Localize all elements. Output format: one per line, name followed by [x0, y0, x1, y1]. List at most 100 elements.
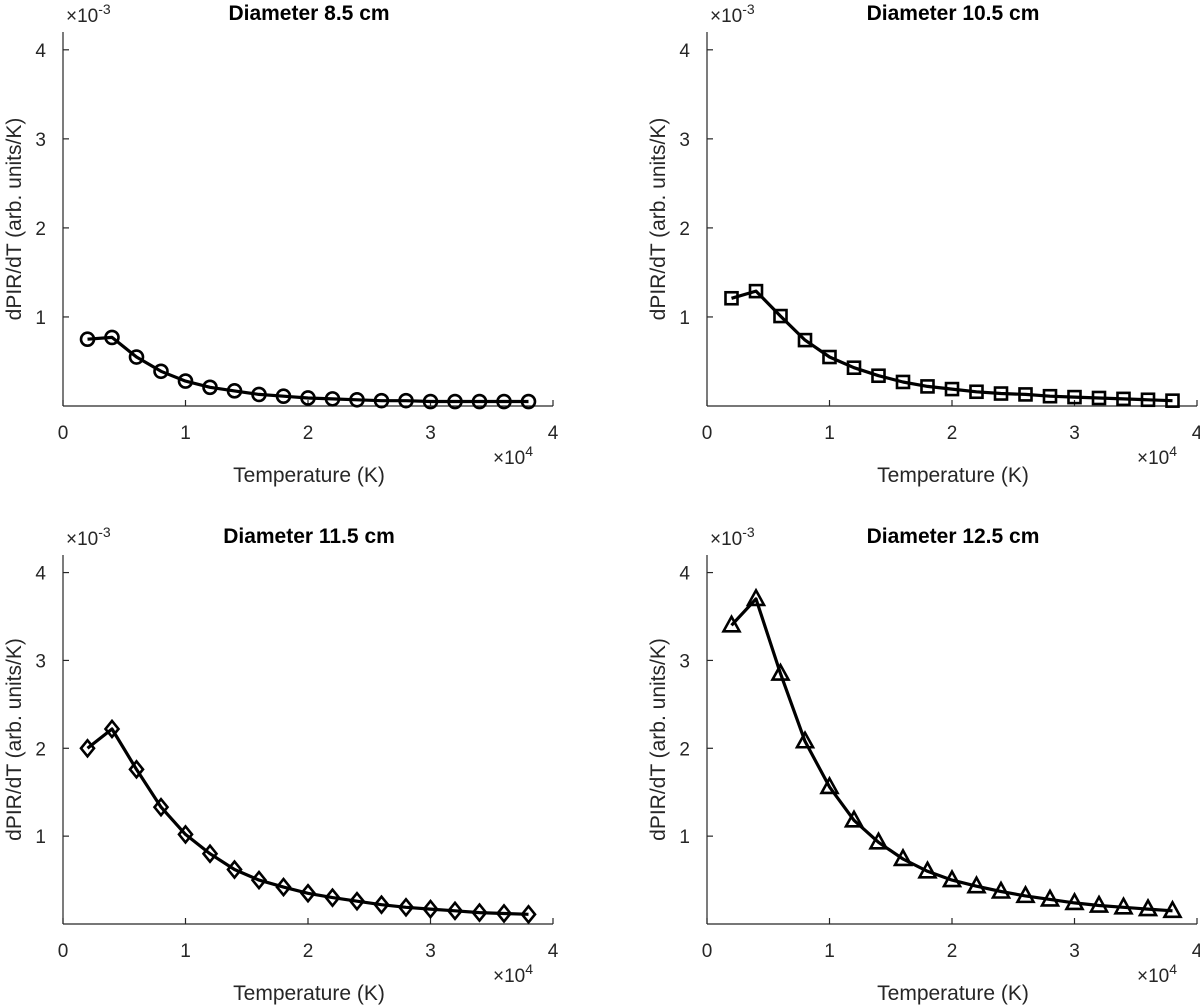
- data-point-diamond: [79, 738, 96, 759]
- data-point-diamond: [397, 897, 415, 918]
- y-tick-label: 4: [35, 564, 46, 585]
- x-tick-label: 3: [1069, 941, 1080, 962]
- y-tick-label: 4: [679, 41, 690, 62]
- data-point-square: [822, 349, 837, 365]
- x-tick-label: 0: [702, 941, 713, 962]
- x-multiplier-exponent: 4: [525, 961, 533, 977]
- y-axis-multiplier: ×10-3: [66, 524, 111, 550]
- x-multiplier-base: ×10: [493, 966, 525, 987]
- x-tick-label: 2: [947, 423, 958, 444]
- data-point-circle: [520, 393, 537, 410]
- data-point-square: [1018, 387, 1033, 402]
- x-tick-label: 0: [58, 941, 69, 962]
- data-point-diamond: [152, 797, 170, 818]
- y-tick-label: 4: [35, 41, 46, 62]
- x-tick-label: 4: [1192, 941, 1200, 962]
- x-tick-label: 4: [1192, 423, 1200, 444]
- series-line: [87, 335, 529, 404]
- x-multiplier-exponent: 4: [1169, 443, 1177, 459]
- data-point-diamond: [128, 759, 145, 780]
- y-axis-multiplier: ×10-3: [710, 1, 755, 27]
- y-multiplier-base: ×10: [66, 6, 98, 27]
- y-tick-label: 3: [35, 651, 46, 672]
- y-multiplier-base: ×10: [710, 6, 742, 27]
- data-point-square: [969, 384, 984, 400]
- x-tick-label: 1: [824, 423, 835, 444]
- x-axis-multiplier: ×104: [493, 443, 533, 469]
- data-point-circle: [496, 393, 512, 410]
- data-point-circle: [300, 390, 316, 406]
- data-point-circle: [471, 393, 488, 410]
- x-tick-label: 1: [180, 423, 191, 444]
- data-point-diamond: [201, 843, 219, 864]
- x-tick-label: 0: [58, 423, 69, 444]
- chart-title: Diameter 12.5 cm: [867, 525, 1040, 548]
- data-point-triangle: [1113, 896, 1134, 915]
- y-axis-label: dPIR/dT (arb. units/K): [3, 118, 26, 321]
- y-multiplier-exponent: -3: [98, 524, 111, 540]
- data-point-square: [797, 332, 813, 348]
- data-point-triangle: [1162, 899, 1183, 919]
- data-point-circle: [349, 391, 365, 408]
- data-point-diamond: [103, 718, 121, 740]
- data-point-circle: [104, 329, 120, 346]
- y-tick-label: 1: [35, 308, 46, 329]
- data-point-circle: [153, 363, 169, 380]
- x-axis-label: Temperature (K): [233, 982, 385, 1005]
- x-multiplier-exponent: 4: [525, 443, 533, 459]
- data-point-square: [773, 308, 788, 324]
- data-point-circle: [398, 392, 414, 409]
- data-point-square: [748, 283, 764, 299]
- series-line: [86, 727, 529, 916]
- data-point-triangle: [1064, 891, 1085, 911]
- x-tick-label: 4: [548, 423, 559, 444]
- data-point-diamond: [373, 894, 390, 915]
- x-multiplier-base: ×10: [1137, 966, 1169, 987]
- x-tick-label: 1: [824, 941, 835, 962]
- y-tick-label: 2: [35, 219, 46, 240]
- x-tick-label: 4: [548, 941, 559, 962]
- data-point-circle: [202, 379, 218, 396]
- data-point-diamond: [299, 883, 317, 904]
- y-tick-label: 1: [35, 827, 46, 848]
- data-point-triangle: [892, 847, 914, 867]
- y-multiplier-exponent: -3: [742, 1, 755, 17]
- data-point-triangle: [721, 614, 742, 633]
- y-multiplier-exponent: -3: [98, 1, 111, 17]
- data-point-triangle: [966, 875, 987, 894]
- data-point-diamond: [275, 877, 292, 898]
- y-tick-label: 1: [679, 827, 690, 848]
- data-point-circle: [128, 349, 145, 365]
- data-point-triangle: [941, 868, 963, 888]
- data-point-circle: [422, 393, 439, 410]
- y-tick-label: 3: [679, 130, 690, 151]
- data-point-square: [920, 379, 935, 394]
- data-point-square: [1165, 393, 1180, 408]
- data-point-triangle: [770, 662, 791, 681]
- y-tick-label: 2: [679, 739, 690, 760]
- x-axis-label: Temperature (K): [877, 982, 1029, 1005]
- y-multiplier-base: ×10: [66, 529, 98, 550]
- data-point-triangle: [794, 730, 816, 749]
- data-point-diamond: [520, 904, 537, 925]
- data-point-triangle: [1039, 888, 1061, 907]
- y-tick-label: 3: [35, 130, 46, 151]
- y-axis-label: dPIR/dT (arb. units/K): [647, 118, 670, 321]
- data-point-triangle: [1088, 894, 1110, 913]
- x-axis-label: Temperature (K): [233, 464, 385, 487]
- data-point-circle: [324, 391, 341, 407]
- x-multiplier-base: ×10: [493, 448, 525, 469]
- data-point-square: [944, 381, 960, 397]
- y-axis-label: dPIR/dT (arb. units/K): [647, 638, 670, 841]
- x-axis-multiplier: ×104: [1137, 961, 1177, 987]
- data-point-square: [724, 290, 739, 306]
- data-point-circle: [373, 392, 390, 409]
- data-point-diamond: [471, 902, 488, 923]
- x-axis-label: Temperature (K): [877, 464, 1029, 487]
- x-axis-multiplier: ×104: [1137, 443, 1177, 469]
- series-line: [731, 289, 1173, 403]
